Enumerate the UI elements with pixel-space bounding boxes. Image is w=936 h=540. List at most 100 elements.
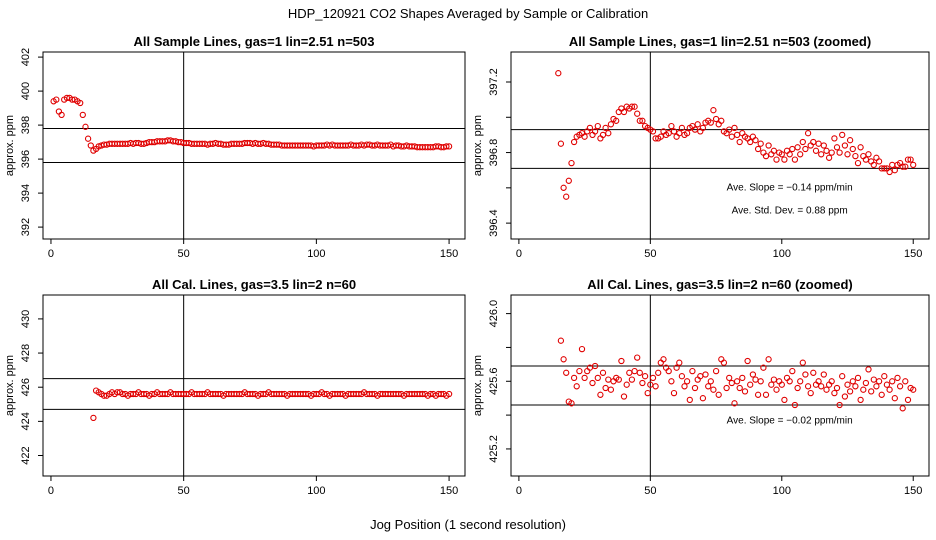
- data-point: [670, 389, 678, 397]
- data-point: [873, 154, 880, 161]
- data-point: [886, 168, 893, 176]
- data-point: [794, 144, 801, 151]
- data-point: [902, 378, 909, 385]
- data-point: [744, 357, 751, 365]
- data-point: [691, 384, 699, 392]
- data-point: [762, 391, 770, 398]
- data-point: [555, 70, 562, 77]
- y-tick-label: 402: [20, 48, 32, 66]
- data-point: [844, 381, 851, 388]
- data-point: [623, 381, 630, 388]
- data-point: [649, 374, 657, 382]
- data-point: [628, 103, 636, 110]
- data-point: [578, 345, 586, 353]
- plot-frame: [42, 51, 466, 240]
- data-point: [891, 167, 898, 174]
- data-point: [565, 177, 572, 184]
- data-point: [736, 384, 743, 392]
- data-point: [683, 378, 691, 385]
- data-point: [626, 369, 633, 376]
- data-point: [807, 389, 814, 397]
- data-point: [778, 151, 785, 158]
- data-point: [712, 367, 720, 375]
- data-point: [631, 367, 638, 375]
- data-point: [718, 117, 725, 124]
- data-point: [670, 128, 678, 135]
- data-point: [747, 381, 754, 388]
- data-point: [889, 378, 896, 385]
- data-point: [894, 374, 901, 382]
- data-point: [862, 379, 870, 387]
- data-point: [668, 122, 675, 130]
- data-point: [783, 147, 791, 154]
- data-point: [828, 378, 835, 385]
- y-tick-label: 394: [20, 184, 32, 202]
- data-point: [678, 373, 686, 380]
- data-point: [161, 390, 169, 398]
- x-tick-label: 50: [644, 248, 656, 260]
- data-point: [852, 152, 859, 160]
- data-point: [833, 144, 841, 151]
- data-point: [875, 158, 883, 165]
- data-point: [581, 133, 588, 140]
- data-point: [620, 393, 628, 400]
- data-point: [794, 384, 801, 392]
- y-tick-label: 396.8: [488, 139, 500, 167]
- data-point: [839, 131, 846, 139]
- data-point: [810, 369, 817, 376]
- data-point: [114, 389, 121, 396]
- data-point: [602, 384, 609, 392]
- data-point: [573, 383, 580, 390]
- panel-2: All Sample Lines, gas=1 lin=2.51 n=503 (…: [472, 34, 930, 260]
- data-point: [634, 110, 641, 117]
- data-point: [881, 373, 888, 380]
- data-point: [639, 117, 646, 124]
- data-point: [82, 123, 89, 130]
- y-tick-label: 392: [20, 218, 32, 236]
- data-point: [710, 107, 717, 114]
- panel-title: All Sample Lines, gas=1 lin=2.51 n=503 (…: [569, 34, 871, 49]
- data-point: [891, 395, 898, 402]
- x-tick-label: 100: [773, 248, 791, 260]
- data-point: [699, 395, 707, 402]
- data-point: [791, 156, 799, 163]
- data-point: [754, 145, 762, 153]
- data-point: [820, 142, 827, 149]
- x-tick-label: 100: [307, 248, 325, 260]
- data-point: [823, 147, 830, 154]
- data-point: [594, 122, 601, 130]
- data-point: [789, 145, 796, 153]
- data-point: [607, 121, 615, 128]
- data-point: [100, 392, 108, 399]
- data-point: [857, 396, 864, 404]
- data-point: [731, 400, 738, 407]
- data-point: [321, 390, 328, 398]
- data-point: [899, 405, 906, 412]
- x-tick-label: 50: [178, 248, 190, 260]
- data-point: [563, 193, 570, 200]
- data-point: [818, 151, 825, 158]
- panel-title: All Sample Lines, gas=1 lin=2.51 n=503: [134, 34, 375, 49]
- data-point: [810, 138, 817, 146]
- data-point: [618, 357, 625, 365]
- data-point: [570, 374, 578, 382]
- data-point: [849, 145, 856, 153]
- data-point: [673, 364, 680, 371]
- data-point: [886, 386, 893, 393]
- data-point: [899, 163, 906, 170]
- data-point: [676, 130, 683, 137]
- data-point: [865, 366, 872, 373]
- y-tick-label: 428: [20, 344, 32, 362]
- annotation: Ave. Std. Dev. = 0.88 ppm: [732, 205, 848, 216]
- data-point: [768, 381, 775, 388]
- data-point: [789, 367, 796, 375]
- data-point: [873, 383, 880, 390]
- data-point: [802, 371, 809, 378]
- data-point: [786, 378, 793, 385]
- data-point: [689, 367, 696, 375]
- data-point: [443, 143, 450, 150]
- data-point: [712, 115, 720, 123]
- y-axis-label: approx. ppm: [4, 355, 16, 416]
- data-point: [854, 159, 862, 167]
- y-axis-label: approx. ppm: [472, 355, 484, 416]
